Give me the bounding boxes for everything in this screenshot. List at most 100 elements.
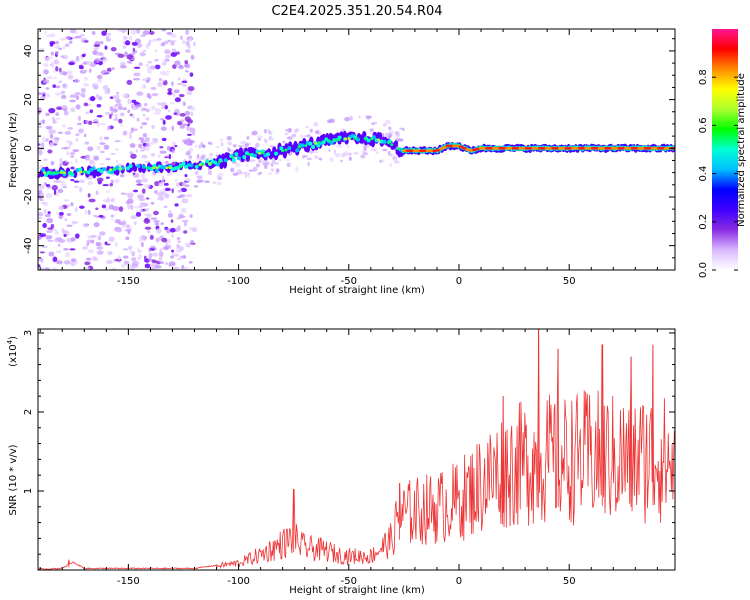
ridge-core — [567, 146, 573, 150]
halo-speck — [256, 135, 263, 139]
halo-speck — [284, 132, 289, 136]
snr-y-axis-label: SNR (10 * v/v) — [8, 444, 19, 515]
halo-speck — [307, 134, 311, 138]
noise-speck — [90, 235, 97, 238]
halo-speck — [363, 145, 367, 151]
noise-speck — [85, 257, 92, 261]
noise-speck — [59, 163, 62, 168]
noise-speck — [54, 231, 59, 235]
ridge-core — [208, 162, 212, 166]
halo-speck — [302, 155, 308, 158]
noise-speck — [177, 189, 183, 193]
noise-speck — [49, 133, 54, 139]
noise-speck — [44, 267, 50, 270]
noise-speck — [91, 161, 96, 167]
ridge-outer — [238, 147, 243, 156]
noise-speck — [105, 157, 111, 161]
noise-speck — [179, 112, 186, 117]
noise-speck — [161, 175, 165, 181]
noise-speck — [46, 76, 54, 80]
ridge-core — [485, 146, 491, 150]
ridge-core — [281, 149, 285, 153]
noise-speck — [131, 50, 136, 56]
halo-speck — [291, 133, 297, 138]
ridge-core — [481, 146, 487, 150]
ridge-mid — [274, 151, 279, 156]
noise-speck — [119, 65, 127, 69]
spectrogram-y-axis-label: Frequency (Hz) — [8, 112, 19, 188]
noise-speck — [182, 78, 187, 81]
halo-speck — [232, 144, 237, 148]
noise-speck — [182, 254, 187, 259]
ridge-core — [458, 145, 464, 149]
ridge-core — [511, 146, 517, 150]
halo-speck — [362, 152, 369, 156]
snr-x-axis-label: Height of straight line (km) — [289, 585, 425, 596]
noise-speck — [64, 199, 69, 202]
ridge-mid — [223, 158, 228, 163]
noise-speck — [151, 93, 159, 97]
noise-speck — [99, 231, 106, 236]
halo-speck — [220, 142, 224, 147]
chart-title: C2E4.2025.351.20.54.R04 — [271, 4, 442, 19]
noise-speck — [77, 115, 81, 121]
noise-speck — [57, 244, 61, 247]
noise-speck — [142, 132, 147, 138]
noise-speck — [114, 140, 121, 143]
noise-speck — [177, 225, 181, 231]
noise-speck — [176, 237, 181, 240]
noise-speck — [174, 179, 178, 182]
noise-speck — [136, 91, 144, 96]
noise-speck — [143, 102, 148, 107]
noise-speck — [44, 57, 50, 62]
halo-speck — [352, 152, 359, 155]
halo-speck — [285, 159, 290, 162]
noise-speck — [40, 198, 45, 202]
noise-speck — [64, 43, 70, 48]
ridge-mid — [244, 151, 249, 156]
noise-speck — [109, 183, 113, 187]
noise-speck — [92, 119, 99, 123]
noise-speck — [157, 102, 163, 106]
ridge-core — [435, 148, 441, 152]
noise-speck — [164, 105, 168, 110]
noise-speck — [115, 159, 119, 163]
noise-speck — [75, 104, 81, 110]
halo-speck — [300, 134, 304, 139]
noise-speck — [103, 198, 111, 203]
noise-speck — [131, 260, 139, 266]
ridge-core — [155, 166, 159, 170]
noise-speck — [179, 245, 184, 251]
ridge-core — [452, 144, 457, 148]
noise-speck — [184, 266, 189, 270]
noise-speck — [159, 189, 167, 194]
noise-speck — [144, 217, 149, 222]
noise-speck — [121, 191, 125, 195]
noise-speck — [129, 131, 132, 135]
noise-speck — [174, 108, 180, 113]
noise-speck — [150, 152, 156, 157]
noise-speck — [78, 128, 84, 134]
ridge-core — [657, 146, 662, 150]
noise-speck — [113, 118, 119, 121]
halo-speck — [255, 142, 260, 148]
y-tick-label: 1 — [23, 488, 34, 494]
noise-speck — [170, 255, 175, 259]
colorbar-tick-label: 0.0 — [698, 262, 709, 278]
halo-speck — [258, 158, 262, 164]
noise-speck — [136, 248, 141, 253]
noise-speck — [117, 53, 125, 58]
noise-speck — [70, 152, 76, 155]
noise-speck — [122, 220, 127, 226]
ridge-core — [353, 137, 357, 140]
noise-speck — [53, 69, 56, 73]
noise-speck — [46, 34, 53, 38]
ridge-core — [663, 146, 669, 150]
noise-speck — [63, 248, 69, 251]
halo-speck — [306, 157, 312, 161]
noise-speck — [174, 144, 178, 148]
noise-speck — [126, 61, 131, 64]
noise-speck — [126, 54, 134, 60]
noise-speck — [189, 106, 196, 111]
noise-speck — [117, 29, 124, 32]
